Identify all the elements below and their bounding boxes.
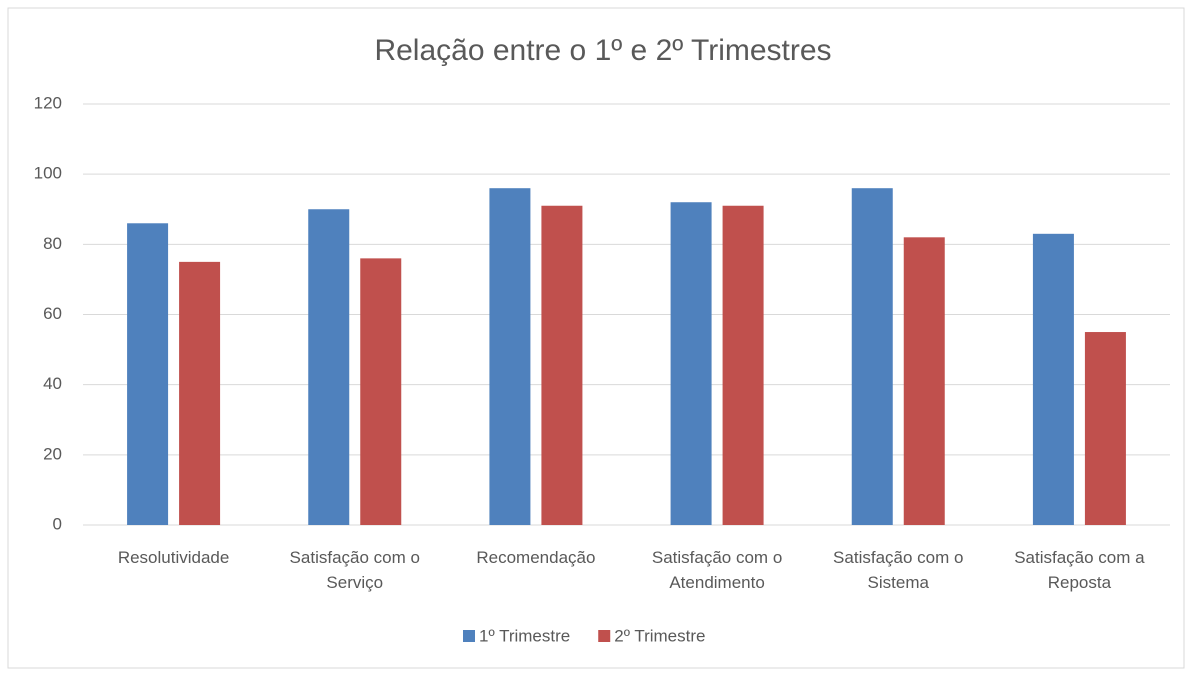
bar — [722, 205, 764, 525]
legend-swatch — [463, 630, 475, 642]
x-tick-label: Satisfação com o Serviço — [289, 548, 420, 592]
bar — [851, 188, 893, 525]
y-tick-label: 20 — [43, 444, 62, 463]
legend-label: 2º Trimestre — [614, 626, 705, 645]
y-tick-label: 60 — [43, 304, 62, 323]
x-tick-label: Resolutividade — [117, 548, 230, 567]
bar — [541, 205, 583, 525]
y-tick-label: 0 — [53, 514, 62, 533]
bar — [489, 188, 531, 525]
legend-swatch — [598, 630, 611, 642]
bar — [127, 223, 169, 526]
bar — [308, 209, 350, 525]
legend-label: 1º Trimestre — [479, 626, 570, 645]
y-tick-label: 120 — [34, 93, 62, 112]
y-tick-label: 100 — [34, 164, 62, 183]
x-tick-label: Satisfação com o Atendimento — [651, 548, 783, 592]
y-tick-label: 80 — [43, 234, 62, 253]
bar — [903, 237, 945, 526]
x-tick-label: Satisfação com o Sistema — [833, 548, 964, 592]
x-tick-label: Recomendação — [476, 548, 596, 567]
bar — [360, 258, 402, 525]
x-tick-label: Satisfação com a Reposta — [1014, 548, 1145, 592]
y-tick-label: 40 — [43, 374, 62, 393]
bar — [1084, 332, 1126, 525]
bar — [670, 202, 712, 525]
bar — [1032, 233, 1074, 525]
bar — [179, 261, 221, 525]
chart-title: Relação entre o 1º e 2º Trimestres — [374, 34, 831, 67]
